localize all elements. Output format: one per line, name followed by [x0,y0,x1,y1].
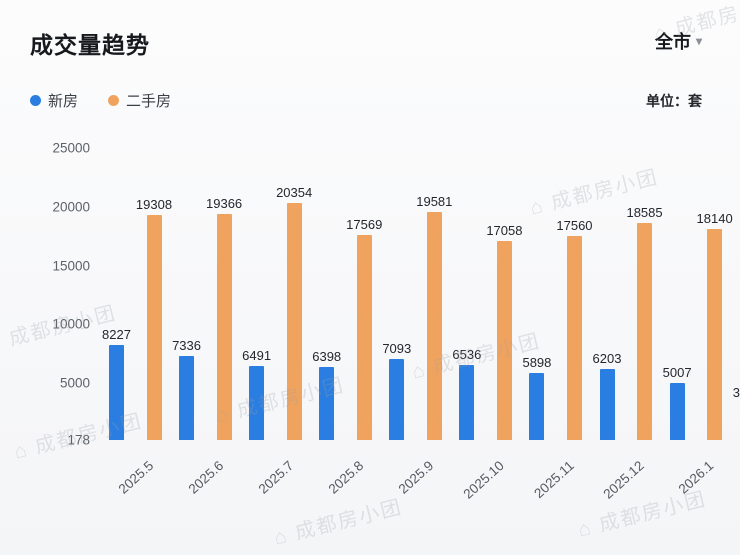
y-axis-tick-label: 20000 [52,199,90,215]
bar-column-resale: 18585 [626,148,663,440]
bar-resale [286,202,302,440]
legend-label-resale: 二手房 [126,93,172,110]
bar-column-newhouse: 6203 [592,148,622,440]
bar-resale [566,235,582,440]
bar-group: 5007 18140 2026.1 [663,148,733,497]
bar-column-resale: 19308 [136,148,172,440]
bar-value-label: 20354 [276,184,313,200]
bar-newhouse [389,358,405,440]
legend-dot-resale-icon [108,95,120,106]
region-label: 全市 [654,32,691,52]
bar-resale [496,241,512,440]
bar-group: 3354114232026.2 [733,148,740,440]
x-axis-label: 2025.12 [600,457,647,502]
bar-group: 5898 17560 2025.11 [522,148,593,502]
bar-group: 7093 19581 2025.9 [382,148,452,497]
legend: 新房 二手房 [30,90,201,111]
bar-column-newhouse: 6536 [452,148,481,440]
y-axis-tick-label: 25000 [52,140,90,156]
bar-column-resale: 20354 [276,148,312,440]
x-axis-label: 2025.8 [325,457,367,497]
bar-value-label: 6491 [242,347,272,363]
legend-label-newhouse: 新房 [48,93,79,110]
x-axis-label: 2025.5 [115,457,157,497]
bar-column-newhouse: 7336 [172,148,201,440]
legend-dot-newhouse-icon [30,95,41,106]
y-axis-tick-label: 10000 [52,316,90,332]
watermark-text: ⌂ 成都房小团 [271,496,405,550]
bar-column-newhouse: 6491 [242,148,271,440]
bar-column-newhouse: 5007 [663,148,692,440]
bar-column-resale: 17560 [556,148,593,440]
bar-resale [216,214,232,440]
bar-column-newhouse: 3354 [733,148,740,440]
y-axis: 25000 20000 15000 10000 5000 178 [0,141,90,448]
bar-value-label: 17058 [486,223,523,239]
bar-newhouse [249,365,265,440]
bar-newhouse [459,365,475,440]
bar-group: 6536 17058 2025.10 [452,148,522,501]
y-axis-tick-label: 15000 [52,258,90,274]
bar-value-label: 5898 [522,354,552,370]
bar-value-label: 7093 [382,340,412,356]
bar-value-label: 6536 [452,347,482,363]
bar-value-label: 8227 [102,327,131,343]
bar-value-label: 6398 [312,348,342,364]
bar-column-newhouse: 6398 [312,148,341,440]
header: 成交量趋势 全市 ▾ [0,0,740,60]
bar-column-newhouse: 8227 [102,148,131,440]
x-axis-label: 2025.10 [460,457,507,502]
bar-column-newhouse: 5898 [522,148,551,440]
chevron-down-icon: ▾ [695,34,702,48]
y-axis-tick-label: 178 [67,432,90,448]
bar-value-label: 19308 [135,196,173,212]
bar-newhouse [319,366,335,440]
bar-value-label: 5007 [662,365,692,381]
bar-value-label: 19366 [206,196,243,212]
bar-resale [637,223,653,440]
bar-column-resale: 17569 [346,148,382,440]
bar-newhouse [669,383,685,440]
bar-resale [356,235,372,440]
bar-group: 7336 19366 2025.6 [172,148,242,496]
bar-value-label: 18585 [626,205,663,221]
chart-plot: 8227 19308 2025.5 7336 19366 2025.6 6491 20354 2… [102,148,740,502]
bar-newhouse [179,355,195,440]
bar-column-resale: 19581 [416,148,452,440]
bar-group: 8227 19308 2025.5 [102,148,172,497]
bar-value-label: 6203 [592,351,622,367]
bar-group: 6491 20354 2025.7 [242,148,312,497]
bar-newhouse [599,369,615,440]
bar-value-label: 18140 [696,210,733,226]
x-axis-label: 2025.6 [185,457,227,497]
bar-group: 6398 17569 2025.8 [312,148,382,496]
region-selector[interactable]: 全市 ▾ [655,28,702,54]
x-axis-label: 2025.11 [530,457,577,502]
bar-resale [426,211,442,440]
bar-newhouse [108,345,124,440]
bar-value-label: 17569 [346,217,383,233]
unit-label: 单位：套 [646,92,702,109]
bar-group: 6203 18585 2025.12 [592,148,663,501]
bar-resale [707,228,723,440]
bar-value-label: 3354 [732,384,740,400]
page-title: 成交量趋势 [30,32,150,58]
legend-item-resale[interactable]: 二手房 [108,90,171,111]
legend-item-newhouse[interactable]: 新房 [30,90,78,111]
x-axis-label: 2025.9 [395,457,437,497]
bar-resale [146,214,162,440]
bar-column-newhouse: 7093 [382,148,411,440]
bar-value-label: 7336 [172,337,201,353]
bar-column-resale: 18140 [697,148,733,440]
bar-newhouse [529,372,545,440]
y-axis-tick-label: 5000 [59,375,90,391]
x-axis-label: 2025.7 [255,457,297,497]
subheader: 新房 二手房 单位：套 [0,60,740,111]
bar-value-label: 17560 [556,217,593,233]
bar-column-resale: 17058 [486,148,522,440]
x-axis-label: 2026.1 [675,457,717,497]
bar-value-label: 19581 [416,193,453,209]
bar-column-resale: 19366 [206,148,242,440]
